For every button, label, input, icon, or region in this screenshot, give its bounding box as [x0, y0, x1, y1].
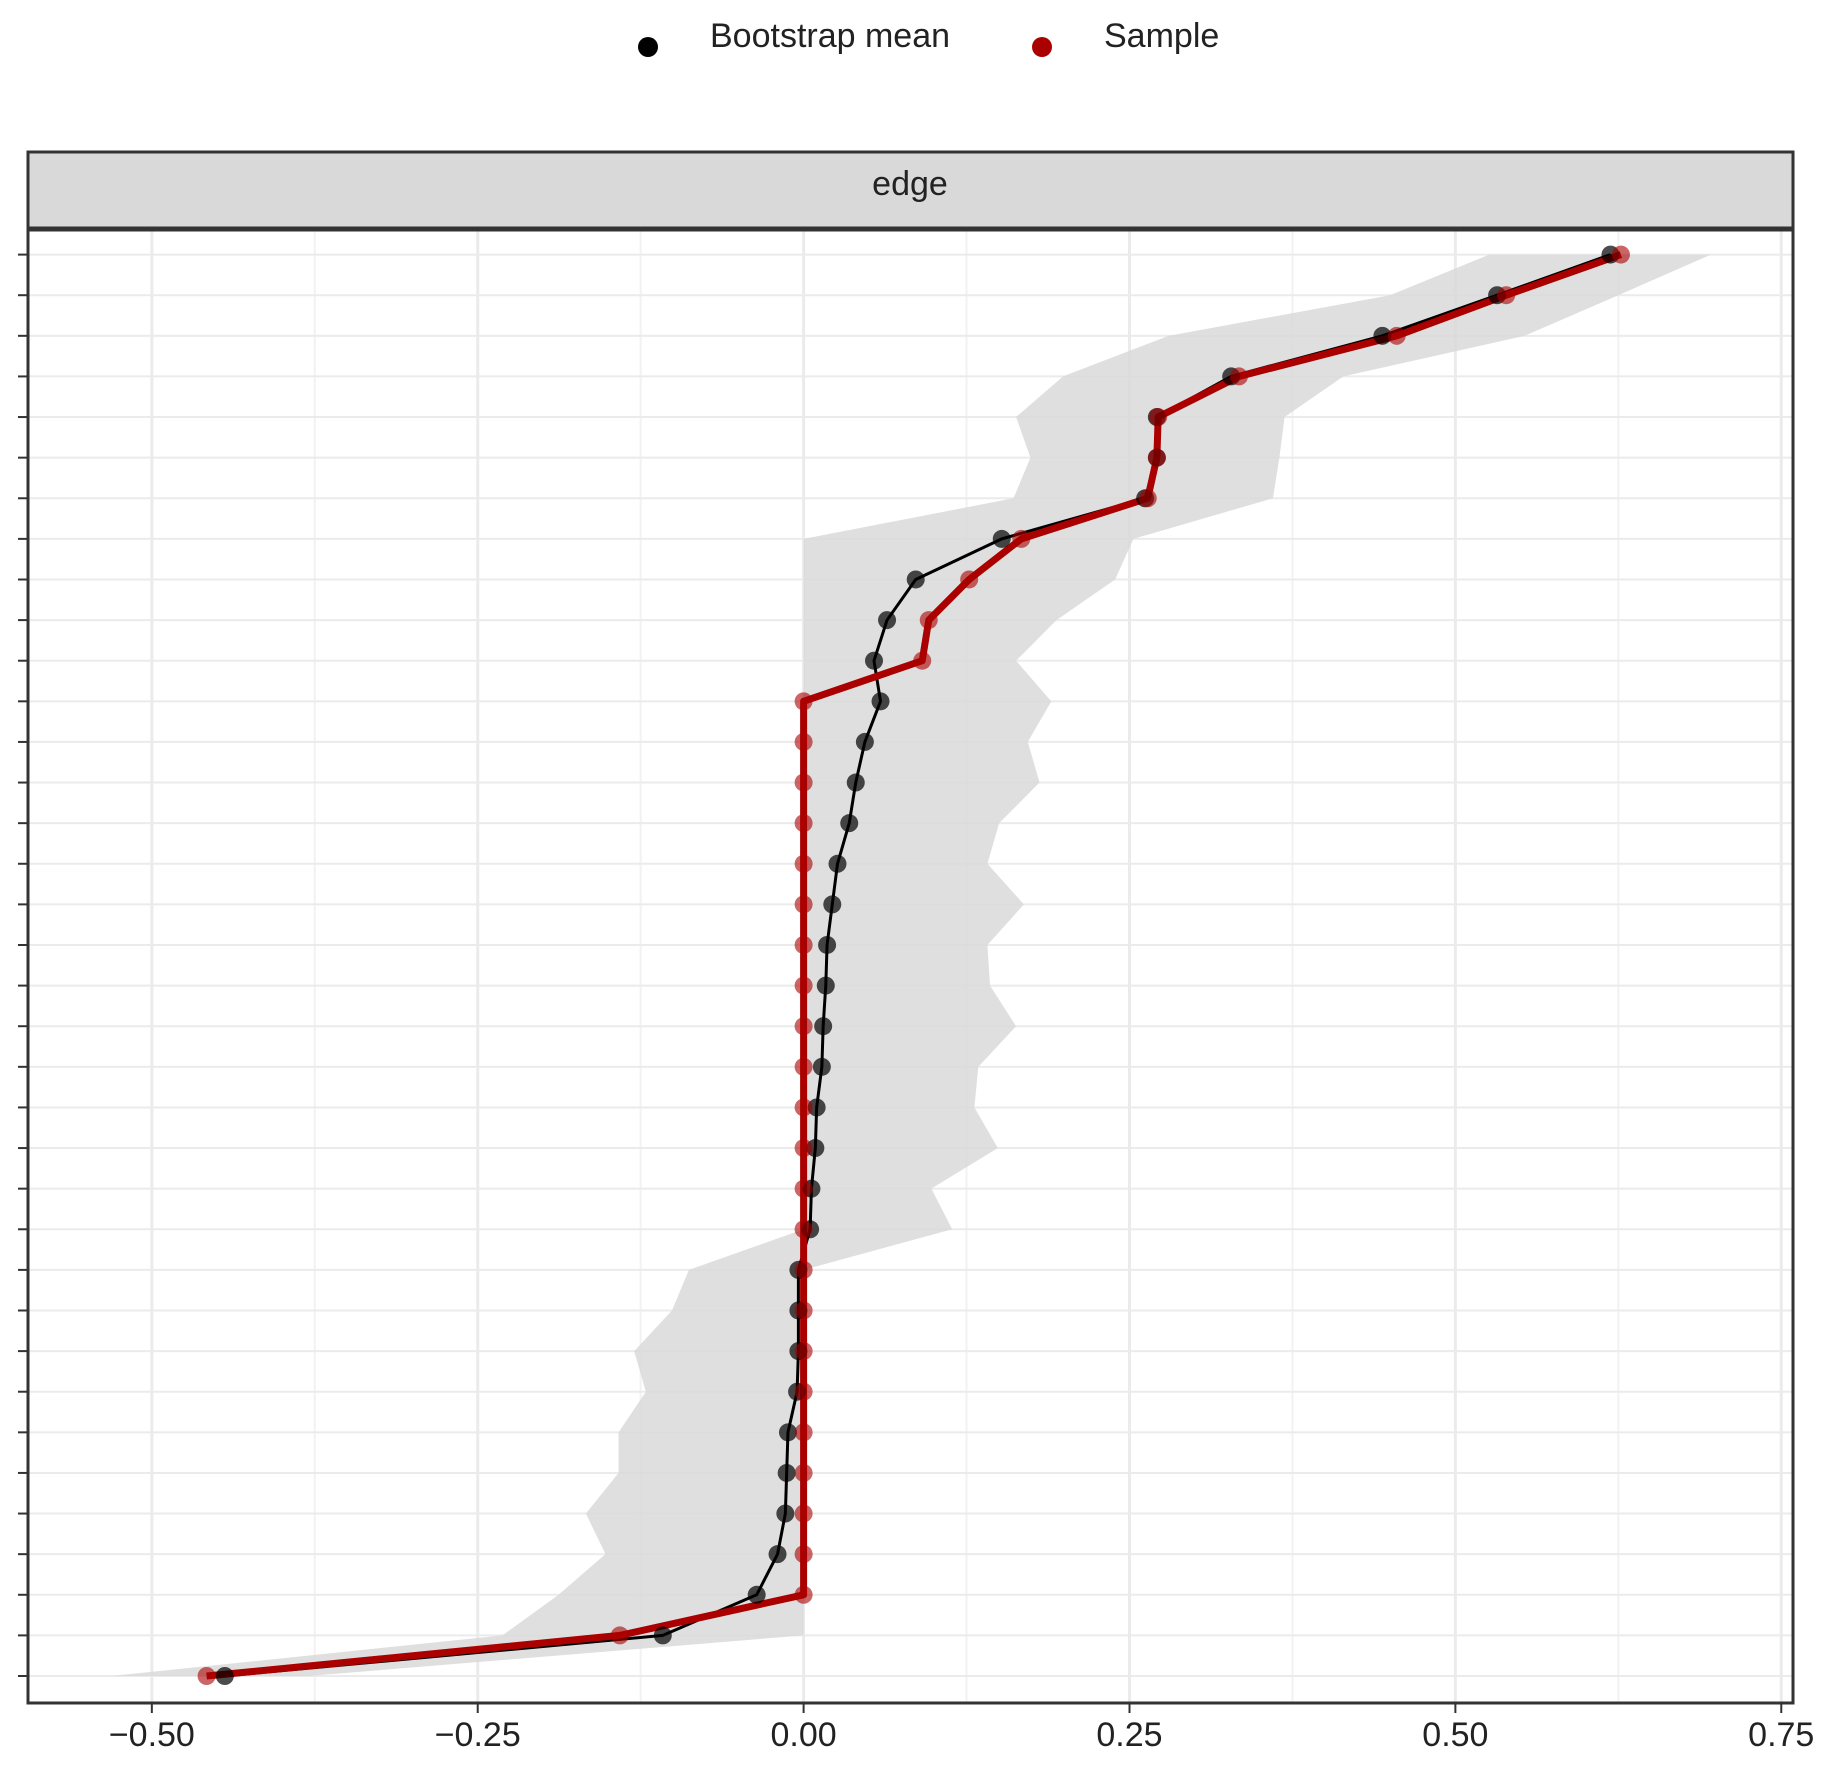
legend-marker — [638, 37, 658, 57]
data-point — [919, 611, 938, 630]
x-tick-label: −0.50 — [109, 1716, 195, 1754]
data-point — [794, 1301, 813, 1320]
legend-label: Sample — [1104, 17, 1219, 55]
data-point — [816, 976, 835, 995]
data-point — [794, 1504, 813, 1523]
data-point — [794, 976, 813, 995]
data-point — [794, 732, 813, 751]
data-point — [1387, 326, 1406, 345]
data-point — [1497, 286, 1516, 305]
x-tick-label: 0.75 — [1748, 1716, 1814, 1754]
data-point — [794, 1057, 813, 1076]
data-point — [807, 1098, 826, 1117]
data-point — [794, 1545, 813, 1564]
data-point — [846, 773, 865, 792]
data-point — [913, 651, 932, 670]
data-point — [1012, 529, 1031, 548]
facet-label: edge — [872, 165, 948, 203]
plot-border — [26, 228, 1795, 1705]
data-point — [794, 1139, 813, 1158]
data-point — [828, 854, 847, 873]
data-point — [960, 570, 979, 589]
data-point — [794, 935, 813, 954]
data-point — [855, 732, 874, 751]
data-point — [794, 1382, 813, 1401]
data-point — [794, 814, 813, 833]
data-point — [215, 1667, 234, 1685]
data-point — [1229, 367, 1248, 386]
data-point — [1611, 245, 1630, 264]
data-point — [1373, 326, 1392, 345]
confidence-band — [111, 254, 1711, 1677]
data-point — [823, 895, 842, 914]
data-point — [778, 1423, 797, 1442]
data-point — [610, 1626, 629, 1645]
x-tick-label: 0.00 — [771, 1716, 837, 1754]
data-point — [1138, 489, 1157, 508]
data-point — [777, 1463, 796, 1482]
data-point — [794, 1220, 813, 1239]
data-point — [812, 1057, 831, 1076]
data-point — [794, 773, 813, 792]
data-point — [794, 854, 813, 873]
data-point — [878, 611, 897, 630]
data-point — [1147, 448, 1166, 467]
data-point — [794, 1098, 813, 1117]
data-point — [794, 895, 813, 914]
data-point — [794, 1017, 813, 1036]
data-point — [818, 935, 837, 954]
facet-strip — [26, 150, 1795, 230]
data-point — [906, 570, 925, 589]
x-tick-label: 0.50 — [1422, 1716, 1488, 1754]
data-point — [776, 1504, 795, 1523]
legend-label: Bootstrap mean — [710, 17, 950, 55]
data-point — [197, 1667, 216, 1685]
data-point — [794, 1585, 813, 1604]
data-point — [794, 1463, 813, 1482]
data-point — [871, 692, 890, 711]
data-point — [768, 1545, 787, 1564]
x-tick-label: −0.25 — [435, 1716, 521, 1754]
data-point — [1149, 408, 1168, 427]
data-point — [794, 1342, 813, 1361]
data-point — [794, 1423, 813, 1442]
data-point — [794, 692, 813, 711]
data-point — [840, 814, 859, 833]
data-point — [794, 1179, 813, 1198]
data-point — [747, 1585, 766, 1604]
data-point — [865, 651, 884, 670]
data-point — [992, 529, 1011, 548]
data-point — [814, 1017, 833, 1036]
legend-marker — [1032, 37, 1052, 57]
data-point — [794, 1260, 813, 1279]
data-point — [653, 1626, 672, 1645]
plot-area: −0.50 −0.25 0.00 0.25 0.50 0.75 — [18, 228, 1814, 1754]
x-tick-label: 0.25 — [1096, 1716, 1162, 1754]
